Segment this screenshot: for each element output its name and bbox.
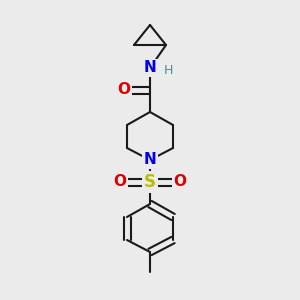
Text: O: O xyxy=(173,175,187,190)
Text: O: O xyxy=(118,82,130,98)
Text: N: N xyxy=(144,152,156,167)
Text: O: O xyxy=(113,175,127,190)
Text: N: N xyxy=(144,61,156,76)
Text: S: S xyxy=(144,173,156,191)
Text: H: H xyxy=(163,64,173,77)
